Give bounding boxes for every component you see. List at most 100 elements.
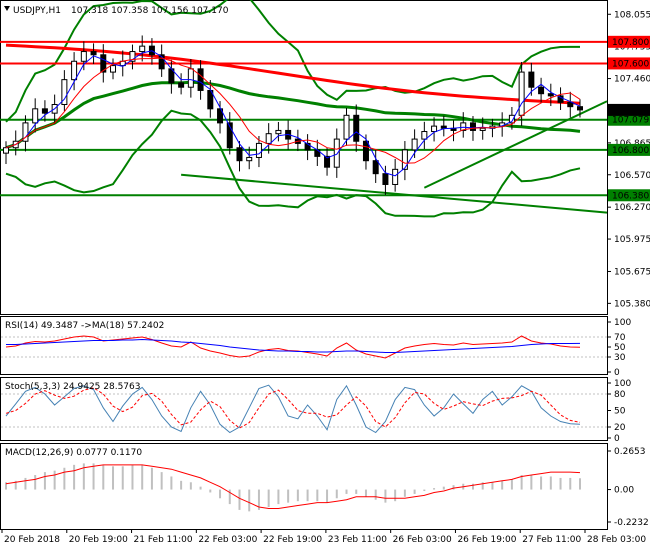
macd-histogram-bar	[92, 463, 95, 490]
moving-average-fast-line	[5, 57, 581, 164]
price-tick-label: 106.865	[614, 139, 650, 149]
price-level-label: 106.800	[612, 146, 649, 156]
macd-histogram-bar	[43, 472, 46, 490]
macd-histogram-bar	[471, 483, 474, 490]
time-tick-label: 28 Feb 03:00	[587, 535, 646, 545]
time-tick-label: 22 Feb 19:00	[263, 535, 322, 545]
candle-body	[100, 54, 107, 73]
candle-body	[265, 133, 272, 144]
candle-body	[372, 160, 379, 175]
price-tick-label: 105.380	[614, 299, 650, 309]
macd-histogram-bar	[257, 489, 260, 510]
candle-body	[401, 149, 408, 170]
moving-average-medium-line	[5, 80, 581, 150]
macd-histogram-bar	[510, 479, 513, 490]
time-tick-label: 22 Feb 03:00	[198, 535, 257, 545]
candle-body	[197, 68, 204, 91]
price-level-label: 107.600	[612, 59, 649, 69]
price-level-tag	[608, 189, 650, 202]
rsi-tick-label: 30	[614, 353, 626, 363]
price-plot: 107.800 107.600 107.079 106.800 106.380 107.1…	[0, 0, 650, 218]
time-tick-label: 23 Feb 11:00	[328, 535, 387, 545]
candle-body	[275, 129, 282, 135]
candle-body	[139, 45, 146, 53]
rsi-tick-label: 50	[614, 343, 626, 353]
price-level-tag	[608, 35, 650, 48]
macd-histogram-bar	[112, 466, 115, 490]
macd-histogram-bar	[180, 480, 183, 490]
macd-tick-label: -0.2232	[614, 518, 649, 528]
macd-histogram-bar	[170, 476, 173, 490]
macd-histogram-bar	[433, 488, 436, 490]
time-tick-label: 21 Feb 11:00	[134, 535, 193, 545]
macd-histogram-bar	[209, 489, 212, 493]
candle-body	[333, 138, 340, 168]
macd-plot: 0.2653 0.00 -0.2232	[5, 447, 649, 528]
candle-body	[324, 155, 331, 168]
macd-histogram-bar	[403, 489, 406, 497]
macd-tick-label: 0.00	[614, 486, 634, 496]
candle-body	[528, 71, 535, 88]
macd-histogram-bar	[501, 480, 504, 490]
macd-histogram-bar	[384, 489, 387, 503]
macd-histogram-bar	[569, 477, 572, 490]
rsi-panel-frame	[0, 316, 608, 375]
candle-body	[304, 142, 311, 151]
macd-histogram-bar	[14, 480, 17, 490]
stoch-tick-label: 80	[614, 390, 626, 400]
candle-body	[187, 68, 194, 88]
rsi-series-line	[6, 338, 581, 353]
candle-body	[217, 108, 224, 124]
stoch-tick-label: 20	[614, 423, 626, 433]
candle-body	[421, 131, 428, 140]
price-level-tag	[608, 113, 650, 126]
moving-average-long-line	[5, 43, 581, 105]
macd-histogram-bar	[102, 464, 105, 490]
macd-histogram-bar	[189, 482, 192, 490]
candle-body	[22, 122, 29, 142]
candle-body	[80, 51, 87, 62]
candle-body	[547, 93, 554, 97]
candle-body	[3, 147, 9, 154]
candle-body	[362, 140, 369, 162]
candle-body	[411, 138, 418, 151]
candle-body	[32, 108, 39, 124]
macd-histogram-bar	[394, 489, 397, 502]
macd-panel-frame	[0, 443, 608, 530]
price-level-label: 107.079	[612, 116, 649, 126]
bollinger-lower-line	[5, 109, 581, 218]
candle-body	[557, 95, 564, 103]
stoch-series-line	[5, 384, 581, 434]
macd-histogram-bar	[248, 489, 251, 512]
macd-histogram-bar	[267, 489, 270, 508]
macd-histogram-bar	[219, 489, 222, 499]
macd-histogram-bar	[24, 477, 27, 490]
macd-histogram-bar	[326, 489, 329, 503]
macd-histogram-bar	[5, 482, 7, 490]
price-tick-label: 105.675	[614, 267, 650, 277]
price-level-tag	[608, 57, 650, 70]
macd-histogram-bar	[549, 476, 552, 490]
macd-histogram-bar	[579, 478, 581, 490]
time-tick-label: 26 Feb 19:00	[457, 535, 516, 545]
candle-body	[226, 122, 233, 149]
price-panel-frame	[0, 0, 608, 315]
macd-histogram-bar	[481, 482, 484, 490]
price-tick-label: 106.270	[614, 203, 650, 213]
candle-body	[440, 125, 447, 129]
price-level-label: 106.380	[612, 191, 649, 201]
macd-histogram-bar	[34, 475, 37, 490]
macd-histogram-bar	[141, 464, 144, 490]
macd-histogram-bar	[355, 489, 358, 494]
candle-body	[71, 60, 78, 81]
macd-histogram-bar	[306, 489, 309, 502]
candle-body	[110, 65, 117, 73]
rsi-tick-label: 100	[614, 318, 631, 328]
candle-body	[255, 142, 262, 158]
rsi-tick-label: 0	[614, 368, 620, 378]
stoch-tick-label: 50	[614, 407, 626, 417]
macd-histogram-bar	[150, 467, 153, 490]
